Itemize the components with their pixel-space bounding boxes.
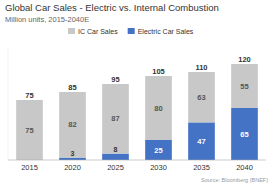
segment-label: 65 [240, 130, 248, 139]
legend-swatch [128, 28, 135, 34]
segment-label: 75 [25, 126, 33, 135]
legend-label: IC Car Sales [78, 28, 118, 35]
total-label: 120 [238, 55, 251, 64]
bars [16, 64, 258, 160]
bar [145, 140, 172, 160]
title: Global Car Sales - Electric vs. Internal… [5, 2, 219, 13]
total-label: 85 [68, 83, 76, 92]
segment-label: 3 [71, 150, 75, 157]
source-note: Source: Bloomberg (BNEF) [201, 177, 268, 183]
bar [16, 100, 43, 160]
legend-label: Electric Car Sales [138, 28, 194, 35]
bar [188, 72, 215, 122]
segment-label: 82 [68, 120, 76, 129]
segment-label: 8 [114, 146, 118, 153]
chart-container: Global Car Sales - Electric vs. Internal… [0, 0, 272, 185]
bar [231, 108, 258, 160]
segment-label: 63 [197, 93, 205, 102]
x-tick-label: 2035 [193, 163, 210, 172]
page: {"chart_data": {"type": "bar", "stacked"… [0, 0, 272, 185]
total-label: 95 [111, 75, 119, 84]
segment-label: 87 [111, 114, 119, 123]
x-tick-label: 2025 [107, 163, 124, 172]
segment-label: 25 [154, 146, 162, 155]
legend: IC Car Sales Electric Car Sales [68, 28, 194, 35]
x-tick-label: 2030 [150, 163, 167, 172]
x-tick-label: 2020 [64, 163, 81, 172]
bar [231, 64, 258, 108]
y-axis-line [8, 48, 9, 160]
total-label: 105 [152, 67, 165, 76]
segment-label: 55 [240, 82, 248, 91]
bar [102, 84, 129, 154]
x-tick-label: 2040 [236, 163, 253, 172]
subtitle: Million units, 2015-2040E [5, 15, 89, 24]
total-label: 75 [25, 91, 33, 100]
bar [59, 158, 86, 160]
data-labels: 3 8 25 47 65 75 82 87 80 63 55 75 85 95 105 110 120 [25, 55, 250, 158]
segment-label: 80 [154, 104, 162, 113]
bar [102, 154, 129, 160]
bar [188, 122, 215, 160]
chart-svg: Global Car Sales - Electric vs. Internal… [0, 0, 272, 185]
x-tick-label: 2015 [21, 163, 38, 172]
bar [59, 92, 86, 158]
total-label: 110 [195, 63, 207, 72]
legend-swatch [68, 28, 75, 34]
bar [145, 76, 172, 140]
segment-label: 47 [197, 137, 205, 146]
x-axis-line [8, 160, 266, 161]
